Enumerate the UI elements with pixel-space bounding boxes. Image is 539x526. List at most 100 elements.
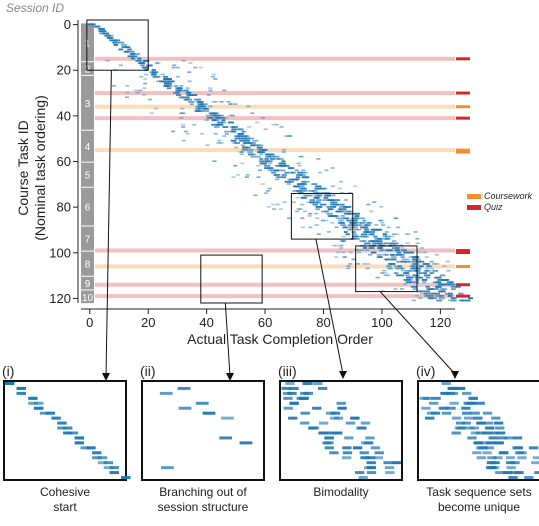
legend-swatch <box>467 205 481 210</box>
heatmap-cell <box>414 274 419 277</box>
heatmap-cell <box>321 210 328 213</box>
heatmap-cell <box>275 174 281 176</box>
heatmap-cell <box>213 114 220 117</box>
heatmap-cell <box>278 208 283 210</box>
zoom-arrowhead <box>102 373 110 381</box>
heatmap-cell <box>312 203 319 206</box>
heatmap-cell <box>384 231 389 233</box>
heatmap-cell <box>354 228 359 231</box>
zoom-panel-cell <box>455 421 466 425</box>
session-label: 7 <box>85 235 91 246</box>
heatmap-cell <box>364 231 369 233</box>
zoom-panel-cell <box>300 391 310 395</box>
x-tick-label: 20 <box>141 315 155 330</box>
heatmap-cell <box>267 169 272 172</box>
heatmap-cell <box>260 116 265 119</box>
heatmap-cell <box>442 288 448 290</box>
heatmap-cell <box>438 283 444 286</box>
zoom-panel-caption: start <box>53 500 77 514</box>
zoom-panel <box>279 380 403 481</box>
heatmap-cell <box>249 142 256 144</box>
heatmap-cell <box>281 162 287 165</box>
task-marker <box>456 91 470 95</box>
heatmap-cell <box>250 144 255 147</box>
zoom-panel-cell <box>483 421 494 425</box>
heatmap-cell <box>423 292 431 295</box>
heatmap-cell <box>271 203 276 206</box>
heatmap-cell <box>238 137 244 140</box>
heatmap-cell <box>199 110 204 112</box>
session-label: 9 <box>85 279 91 290</box>
heatmap-cell <box>185 98 193 101</box>
heatmap-cell <box>380 237 388 240</box>
heatmap-cell <box>303 194 308 197</box>
heatmap-cell <box>213 78 218 80</box>
zoom-panel-cell <box>329 416 340 420</box>
heatmap-cell <box>340 215 345 217</box>
heatmap-cell <box>307 212 312 215</box>
heatmap-cell <box>222 89 227 92</box>
heatmap-cell <box>351 258 356 261</box>
heatmap-cell <box>312 190 318 192</box>
heatmap-cell <box>318 171 323 174</box>
heatmap-cell <box>280 164 287 167</box>
heatmap-cell <box>368 240 373 243</box>
heatmap-cell <box>354 215 360 217</box>
heatmap-cell <box>212 160 217 162</box>
heatmap-cell <box>393 217 398 220</box>
heatmap-cell <box>403 251 409 254</box>
heatmap-cell <box>337 187 342 190</box>
heatmap-cell <box>316 199 323 201</box>
heatmap-cell <box>386 249 393 252</box>
zoom-panel-cell <box>383 461 393 465</box>
heatmap-cell <box>432 297 437 300</box>
heatmap-cell <box>279 126 284 128</box>
heatmap-cell <box>429 292 434 295</box>
heatmap-cell <box>390 256 397 259</box>
zoom-panel-cell <box>493 421 504 425</box>
heatmap-cell <box>143 59 149 62</box>
x-tick-label: 80 <box>316 315 330 330</box>
zoom-panel-cell <box>509 471 520 475</box>
heatmap-cell <box>444 283 449 286</box>
zoom-panel-cell <box>74 436 85 440</box>
heatmap-cell <box>198 105 204 108</box>
heatmap-cell <box>417 251 422 254</box>
heatmap-cell <box>205 114 212 117</box>
heatmap-cell <box>375 240 383 243</box>
heatmap-cell <box>437 290 444 293</box>
zoom-panel-cell <box>464 426 475 430</box>
zoom-panel-cell <box>531 461 539 465</box>
heatmap-cell <box>156 75 161 78</box>
zoom-panel-cell <box>468 396 479 400</box>
heatmap-cell <box>330 221 335 224</box>
heatmap-cell <box>383 272 388 274</box>
heatmap-cell <box>342 256 347 258</box>
heatmap-cell <box>439 274 446 277</box>
highlight-band <box>95 116 455 121</box>
zoom-panel-cell <box>312 406 322 410</box>
heatmap-cell <box>211 101 216 103</box>
heatmap-cell <box>423 292 428 295</box>
heatmap-cell <box>333 256 339 258</box>
heatmap-cell <box>365 263 370 265</box>
zoom-panel-cell <box>34 401 44 405</box>
heatmap-cell <box>241 137 246 140</box>
heatmap-cell <box>422 272 427 275</box>
heatmap-cell <box>345 233 350 236</box>
heatmap-cell <box>450 297 457 300</box>
heatmap-cell <box>465 299 470 302</box>
zoom-panel-cell <box>289 386 299 390</box>
heatmap-cell <box>233 103 238 105</box>
heatmap-cell <box>343 199 348 201</box>
heatmap-cell <box>143 78 148 80</box>
heatmap-cell <box>382 233 387 236</box>
heatmap-cell <box>274 123 279 126</box>
y-axis-title-line-2: (Nominal task ordering) <box>32 95 48 241</box>
heatmap-cell <box>326 212 333 215</box>
session-segment <box>81 75 94 130</box>
heatmap-cell <box>279 162 287 165</box>
heatmap-cell <box>369 210 374 213</box>
heatmap-cell <box>234 137 241 140</box>
